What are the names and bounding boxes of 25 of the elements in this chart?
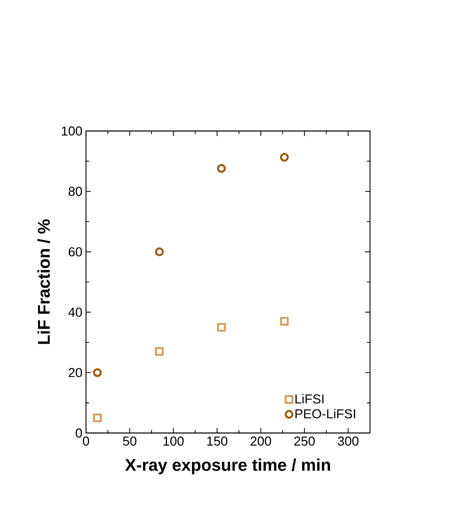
x-tick-label: 200 xyxy=(250,436,272,446)
y-tick-label: 40 xyxy=(68,308,82,317)
point xyxy=(155,247,164,256)
y-tick-label: 100 xyxy=(62,126,82,136)
x-tick-label: 150 xyxy=(207,436,228,446)
point xyxy=(92,414,102,422)
y-tick-label: 20 xyxy=(68,368,82,378)
x-tick-label: 300 xyxy=(338,436,358,446)
x-axis-title: X-ray exposure time / min xyxy=(125,458,330,474)
point xyxy=(217,164,226,173)
point xyxy=(155,347,164,356)
y-tick-label: 80 xyxy=(68,186,82,196)
legend-label: PEO-LiFSI xyxy=(295,408,356,418)
y-tick-label: 60 xyxy=(68,247,82,256)
y-tick-label: 0 xyxy=(76,428,82,438)
point xyxy=(92,368,102,377)
legend-label: LiFSI xyxy=(295,394,324,404)
y-axis-title: LiF Fraction / % xyxy=(37,219,50,344)
point xyxy=(280,152,289,162)
point xyxy=(280,316,289,326)
x-tick-label: 0 xyxy=(82,436,90,446)
x-tick-label: 250 xyxy=(294,436,315,446)
x-tick-label: 100 xyxy=(164,436,184,446)
point xyxy=(217,322,226,332)
x-tick-label: 50 xyxy=(123,436,136,446)
